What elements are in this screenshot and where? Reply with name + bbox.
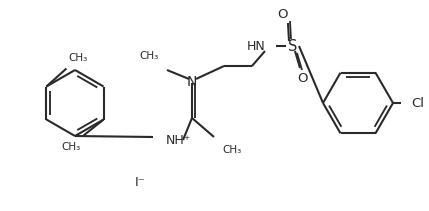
Text: O: O — [298, 72, 308, 84]
Text: I⁻: I⁻ — [135, 176, 145, 188]
Text: CH₃: CH₃ — [222, 145, 241, 155]
Text: CH₃: CH₃ — [68, 53, 88, 62]
Text: CH₃: CH₃ — [140, 51, 159, 61]
Text: S: S — [288, 38, 298, 54]
Text: O: O — [278, 8, 288, 20]
Text: CH₃: CH₃ — [61, 142, 81, 153]
Text: N: N — [187, 75, 197, 89]
Text: Cl: Cl — [411, 96, 424, 110]
Text: HN: HN — [247, 39, 266, 53]
Text: NH⁺: NH⁺ — [166, 134, 191, 146]
